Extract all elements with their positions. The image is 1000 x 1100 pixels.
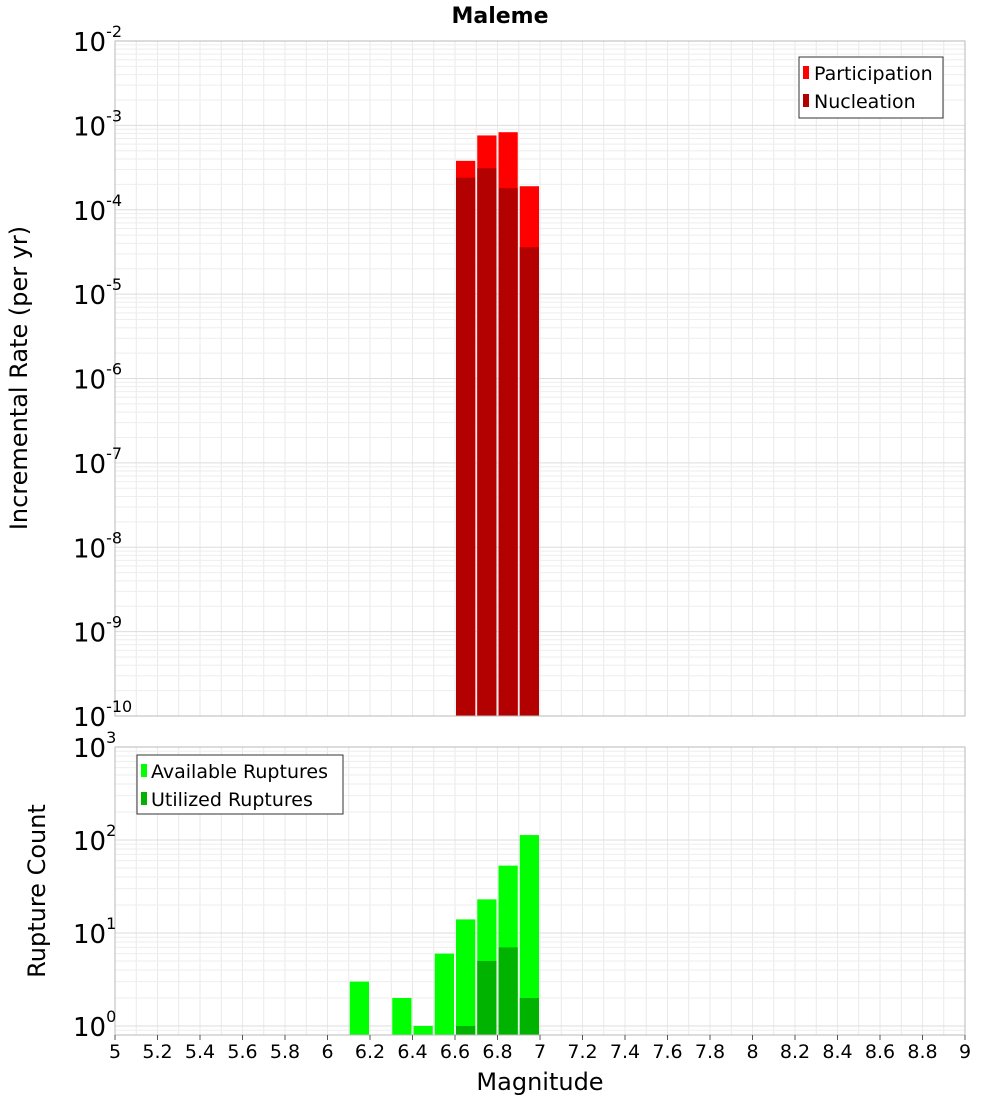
legend-swatch-available — [141, 764, 147, 777]
x-tick-label: 7.8 — [695, 1041, 725, 1063]
legend-label-participation: Participation — [814, 63, 933, 85]
x-tick-label: 5 — [109, 1041, 121, 1063]
legend-swatch-participation — [803, 66, 809, 79]
rate-y-axis-label: Incremental Rate (per yr) — [5, 226, 33, 530]
bar-nucleation — [519, 247, 539, 716]
count-y-axis-label: Rupture Count — [23, 804, 51, 978]
x-tick-label: 8 — [746, 1041, 758, 1063]
x-tick-label: 8.6 — [865, 1041, 895, 1063]
x-tick-label: 7 — [534, 1041, 546, 1063]
count-x-ticks: 5 5.2 5.4 5.6 5.8 6 6.2 6.4 6.6 6.8 7 7.2 7.4 7.6 7.8 8… — [109, 1035, 971, 1063]
y-tick-label: 101 — [73, 914, 116, 950]
count-legend-box — [136, 754, 344, 815]
x-tick-label: 8.8 — [907, 1041, 937, 1063]
bar-utilized-ruptures — [477, 960, 497, 1035]
x-tick-label: 8.2 — [780, 1041, 810, 1063]
bar-nucleation — [477, 168, 497, 716]
rate-bars — [456, 132, 539, 717]
y-tick-label: 100 — [73, 1007, 116, 1043]
x-tick-label: 7.6 — [652, 1041, 682, 1063]
count-bars — [349, 835, 539, 1035]
legend-swatch-utilized — [141, 792, 147, 805]
y-tick-label: 10-10 — [73, 697, 132, 733]
x-tick-label: 6 — [321, 1041, 333, 1063]
bar-available-ruptures — [456, 919, 476, 1035]
x-axis-label: Magnitude — [476, 1068, 603, 1096]
y-tick-label: 10-9 — [73, 613, 122, 649]
x-tick-label: 6.8 — [482, 1041, 512, 1063]
rate-plot-frame — [114, 40, 966, 717]
x-tick-label: 5.4 — [185, 1041, 215, 1063]
legend-swatch-nucleation — [803, 94, 809, 107]
rate-panel: 10-10 10-9 10-8 10-7 10-6 10-5 10-4 10-3 10-2 In… — [5, 22, 966, 733]
x-tick-label: 6.2 — [355, 1041, 385, 1063]
y-tick-label: 10-2 — [73, 22, 122, 58]
x-tick-label: 8.4 — [822, 1041, 852, 1063]
count-y-ticks: 100 101 102 103 — [73, 728, 116, 1043]
bar-nucleation — [498, 188, 518, 717]
bar-utilized-ruptures — [456, 1025, 476, 1035]
x-tick-label: 5.8 — [270, 1041, 300, 1063]
rate-legend: Participation Nucleation — [798, 56, 944, 119]
y-tick-label: 10-4 — [73, 191, 122, 227]
bar-available-ruptures — [392, 997, 412, 1035]
legend-label-nucleation: Nucleation — [814, 91, 916, 113]
rate-legend-box — [798, 56, 944, 119]
y-tick-label: 10-7 — [73, 444, 122, 480]
legend-label-available: Available Ruptures — [151, 761, 328, 783]
count-legend: Available Ruptures Utilized Ruptures — [136, 754, 344, 815]
y-tick-label: 10-8 — [73, 528, 122, 564]
y-tick-label: 102 — [73, 821, 116, 857]
chart-title: Maleme — [451, 4, 548, 29]
bar-utilized-ruptures — [519, 997, 539, 1035]
count-panel: 100 101 102 103 5 5.2 5.4 5.6 5.8 6 6.2 6.4 6.6 6.8 7… — [23, 728, 971, 1096]
bar-available-ruptures — [349, 981, 369, 1035]
y-tick-label: 10-6 — [73, 360, 122, 396]
y-tick-label: 103 — [73, 728, 116, 764]
bar-available-ruptures — [519, 835, 539, 1035]
y-tick-label: 10-3 — [73, 106, 122, 142]
bar-available-ruptures — [434, 953, 454, 1035]
bar-utilized-ruptures — [498, 947, 518, 1035]
y-tick-label: 10-5 — [73, 275, 122, 311]
x-tick-label: 9 — [959, 1041, 971, 1063]
x-tick-label: 7.4 — [610, 1041, 640, 1063]
rate-grid — [114, 40, 966, 717]
bar-nucleation — [456, 177, 476, 716]
rate-y-ticks: 10-10 10-9 10-8 10-7 10-6 10-5 10-4 10-3 10-2 — [73, 22, 132, 733]
x-tick-label: 6.4 — [397, 1041, 427, 1063]
x-tick-label: 5.2 — [142, 1041, 172, 1063]
x-tick-label: 7.2 — [567, 1041, 597, 1063]
bar-available-ruptures — [413, 1025, 433, 1035]
legend-label-utilized: Utilized Ruptures — [151, 789, 313, 811]
x-tick-label: 6.6 — [440, 1041, 470, 1063]
x-tick-label: 5.6 — [227, 1041, 257, 1063]
